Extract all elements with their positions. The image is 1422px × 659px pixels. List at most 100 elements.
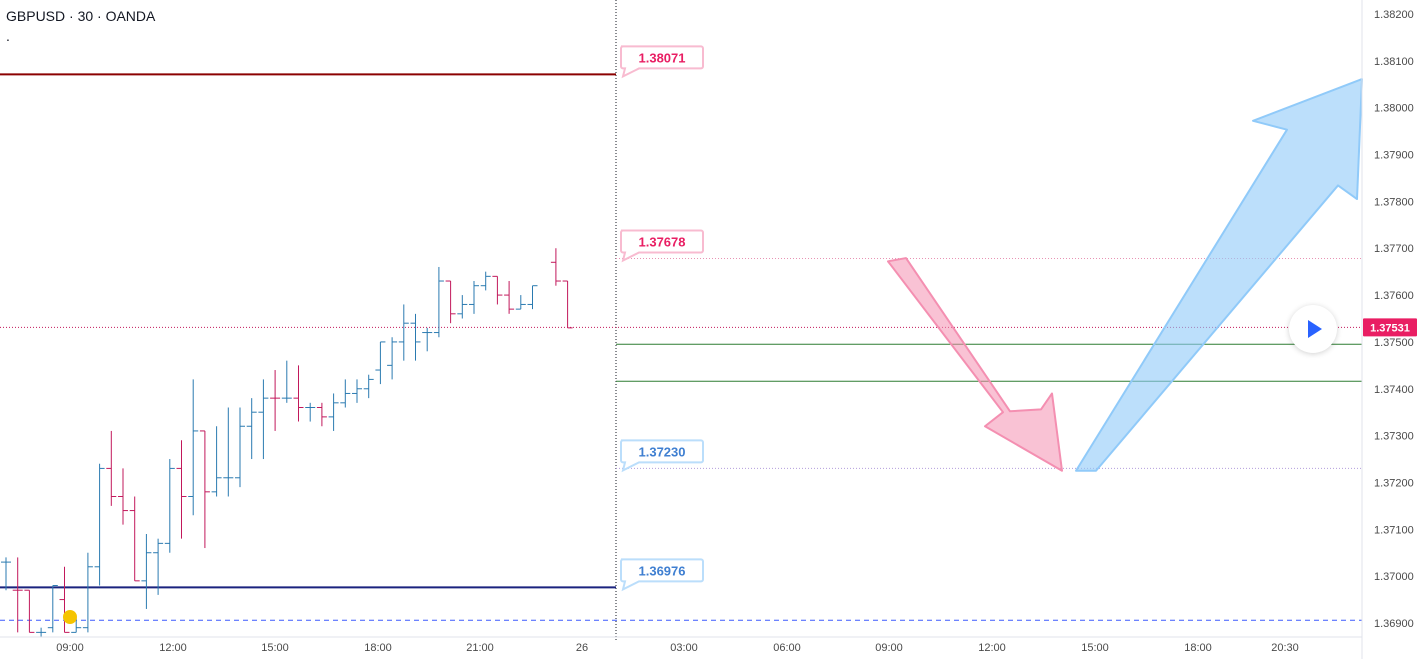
price-tick-label: 1.38100: [1374, 56, 1414, 68]
ohlc-bar: [199, 430, 210, 549]
ohlc-bar: [410, 313, 421, 361]
play-button[interactable]: [1289, 305, 1337, 353]
price-tick-label: 1.38200: [1374, 9, 1414, 21]
ohlc-bar: [316, 402, 327, 427]
play-icon: [1308, 320, 1322, 338]
ohlc-bar: [469, 281, 479, 314]
ohlc-bar: [129, 496, 140, 582]
ohlc-bar: [47, 585, 58, 633]
ohlc-bar: [422, 327, 433, 352]
level-tag: 1.36976: [620, 558, 704, 592]
ohlc-bar: [211, 426, 222, 497]
ohlc-bar: [352, 379, 362, 403]
ohlc-bar: [141, 533, 152, 609]
price-tick-label: 1.37900: [1374, 150, 1414, 162]
ohlc-bar: [562, 280, 573, 329]
time-tick-label: 26: [576, 642, 588, 654]
ohlc-bar: [235, 407, 245, 488]
time-tick-label: 15:00: [1081, 642, 1109, 654]
price-tick-label: 1.37800: [1374, 196, 1414, 208]
ohlc-bar: [118, 468, 128, 525]
level-tag-label: 1.36976: [639, 563, 686, 578]
ohlc-bar: [515, 295, 526, 310]
time-tick-label: 09:00: [875, 642, 903, 654]
time-tick-label: 12:00: [978, 642, 1006, 654]
time-tick-label: 09:00: [56, 642, 84, 654]
price-tick-label: 1.37100: [1374, 524, 1414, 536]
price-tick-label: 1.38000: [1374, 103, 1414, 115]
ohlc-bar: [281, 360, 292, 403]
ohlc-bars: [1, 248, 573, 638]
price-tick-label: 1.37300: [1374, 431, 1414, 443]
ohlc-bar: [457, 295, 468, 319]
ohlc-bar: [550, 248, 561, 286]
ohlc-bar: [328, 393, 339, 431]
ohlc-bar: [82, 552, 93, 633]
price-tick-label: 1.37200: [1374, 477, 1414, 489]
ohlc-bar: [305, 402, 316, 422]
time-tick-label: 15:00: [261, 642, 289, 654]
up-arrow-icon: [1075, 78, 1363, 472]
ohlc-bar: [164, 459, 175, 553]
ohlc-bar: [12, 557, 23, 633]
current-price-label: 1.37531: [1370, 322, 1410, 334]
ohlc-bar: [433, 266, 444, 338]
price-tick-label: 1.37000: [1374, 571, 1414, 583]
ohlc-bar: [258, 379, 269, 460]
time-tick-label: 20:30: [1271, 642, 1299, 654]
ohlc-bar: [363, 374, 374, 399]
current-price-tag: [1363, 318, 1417, 337]
level-tag: 1.37678: [620, 229, 704, 263]
symbol-title: GBPUSD · 30 · OANDA: [6, 8, 156, 24]
price-tick-label: 1.37500: [1374, 337, 1414, 349]
ohlc-bar: [445, 280, 456, 324]
ohlc-bar: [24, 589, 35, 633]
level-tag-box: [620, 439, 704, 473]
time-tick-label: 18:00: [1184, 642, 1212, 654]
ohlc-bar: [492, 275, 503, 305]
ohlc-bar: [223, 407, 234, 497]
ohlc-bar: [504, 281, 515, 314]
level-tag-label: 1.37230: [639, 444, 686, 459]
price-tick-label: 1.36900: [1374, 618, 1414, 630]
ohlc-bar: [480, 271, 491, 291]
ohlc-bar: [398, 304, 409, 361]
price-tick-label: 1.37600: [1374, 290, 1414, 302]
price-tick-label: 1.37700: [1374, 243, 1414, 255]
indicator-dot: .: [6, 28, 10, 44]
level-tag-label: 1.38071: [639, 50, 686, 65]
ohlc-bar: [527, 285, 538, 310]
ohlc-bar: [270, 370, 281, 431]
levels-layer: 1.38071 1.37678 1.37230 1.36976: [0, 0, 1362, 640]
time-tick-label: 06:00: [773, 642, 801, 654]
level-tag-box: [620, 45, 704, 79]
ohlc-bar: [1, 557, 11, 591]
ohlc-bar: [94, 463, 105, 586]
ohlc-bar: [246, 398, 257, 460]
time-tick-label: 18:00: [364, 642, 392, 654]
level-tag: 1.38071: [620, 45, 704, 79]
price-tick-label: 1.37400: [1374, 384, 1414, 396]
ohlc-bar: [59, 566, 70, 633]
ohlc-bar: [71, 618, 82, 633]
ohlc-bar: [188, 379, 199, 516]
time-tick-label: 12:00: [159, 642, 187, 654]
ohlc-bar: [106, 430, 117, 506]
level-tag-box: [620, 229, 704, 263]
event-marker-icon: [63, 610, 77, 624]
ohlc-bar: [340, 379, 351, 408]
time-tick-label: 21:00: [466, 642, 494, 654]
ohlc-bar: [375, 341, 386, 385]
ohlc-bar: [36, 627, 47, 638]
ohlc-bar: [153, 538, 164, 595]
down-arrow-icon: [887, 257, 1063, 472]
level-tag-label: 1.37678: [639, 235, 686, 250]
ohlc-bar: [387, 337, 398, 380]
level-tag: 1.37230: [620, 439, 704, 473]
drawings-layer[interactable]: [63, 78, 1363, 624]
ohlc-bar: [293, 365, 304, 422]
ohlc-bar: [176, 440, 187, 539]
time-tick-label: 03:00: [670, 642, 698, 654]
